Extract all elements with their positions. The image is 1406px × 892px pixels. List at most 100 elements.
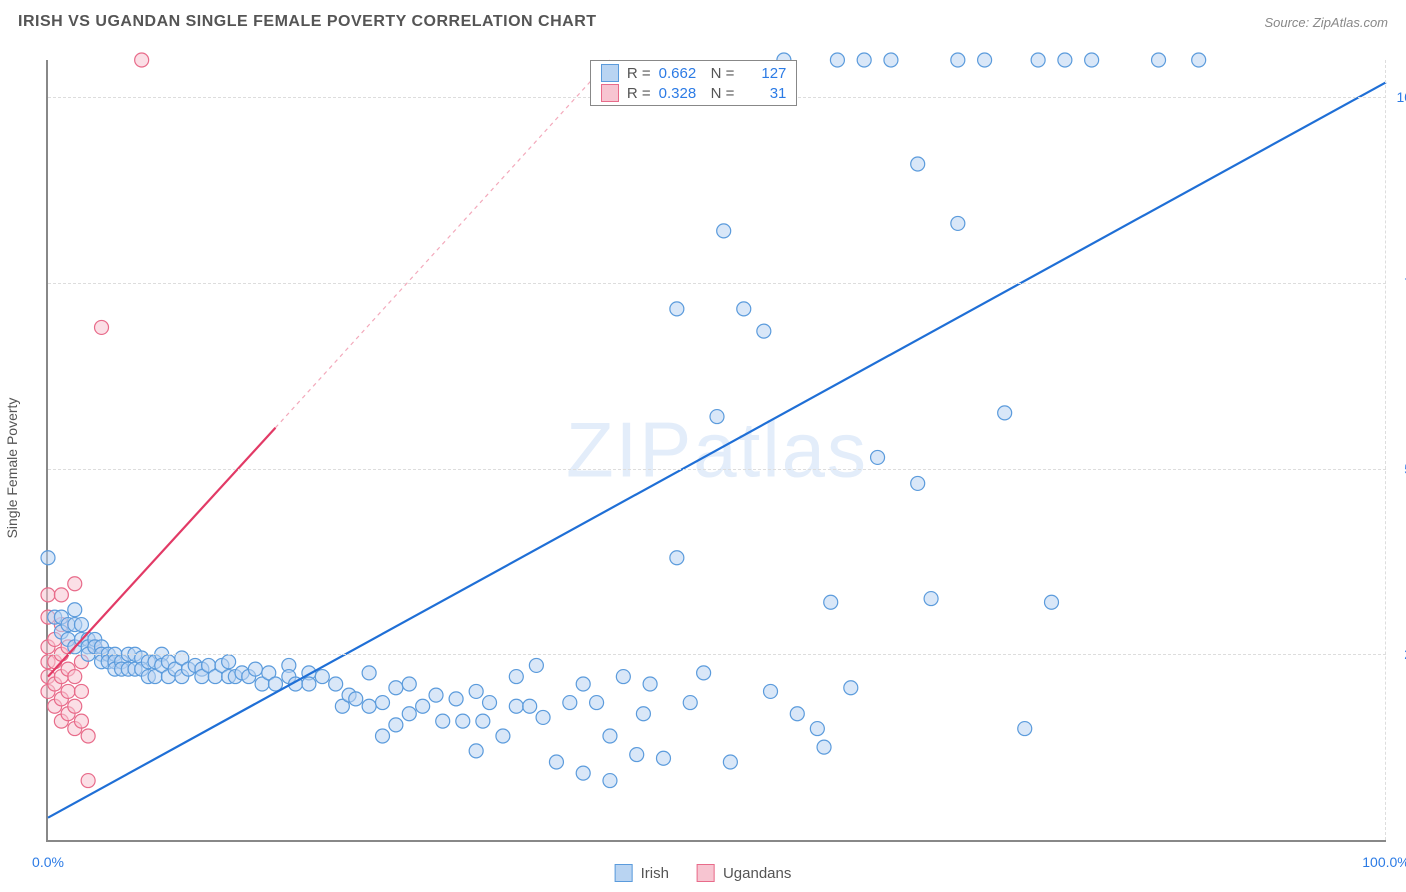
- irish-point: [817, 740, 831, 754]
- irish-point: [603, 774, 617, 788]
- irish-point: [1152, 53, 1166, 67]
- irish-point: [376, 729, 390, 743]
- irish-point: [563, 696, 577, 710]
- irish-point: [1058, 53, 1072, 67]
- ugandans-trend-dash: [275, 60, 610, 428]
- ugandans-point: [61, 684, 75, 698]
- irish-point: [456, 714, 470, 728]
- irish-point: [951, 216, 965, 230]
- irish-point: [978, 53, 992, 67]
- irish-point: [824, 595, 838, 609]
- irish-point: [810, 722, 824, 736]
- ugandans-point: [81, 729, 95, 743]
- irish-point: [389, 718, 403, 732]
- irish-point: [402, 677, 416, 691]
- irish-point: [616, 670, 630, 684]
- stats-row: R =0.662N =127: [591, 63, 797, 83]
- irish-point: [222, 655, 236, 669]
- irish-swatch: [601, 64, 619, 82]
- legend-item-ugandans: Ugandans: [697, 864, 791, 882]
- irish-legend-swatch: [615, 864, 633, 882]
- ugandans-point: [95, 320, 109, 334]
- irish-point: [74, 618, 88, 632]
- irish-point: [871, 450, 885, 464]
- irish-point: [496, 729, 510, 743]
- irish-point: [1018, 722, 1032, 736]
- n-value: 31: [742, 85, 786, 102]
- y-tick-label: 50.0%: [1394, 461, 1406, 477]
- irish-point: [924, 592, 938, 606]
- legend-item-irish: Irish: [615, 864, 669, 882]
- irish-point: [603, 729, 617, 743]
- irish-point: [830, 53, 844, 67]
- ugandans-point: [81, 774, 95, 788]
- plot-svg: [48, 60, 1386, 840]
- irish-point: [389, 681, 403, 695]
- plot-region: ZIPatlas 25.0%50.0%75.0%100.0%0.0%100.0%…: [46, 60, 1386, 842]
- n-value: 127: [742, 65, 786, 82]
- irish-point: [302, 677, 316, 691]
- irish-point: [1031, 53, 1045, 67]
- irish-point: [469, 744, 483, 758]
- ugandans-trend: [48, 428, 275, 677]
- gridline: [48, 654, 1386, 655]
- right-grid: [1385, 60, 1386, 840]
- irish-point: [68, 603, 82, 617]
- y-tick-label: 100.0%: [1394, 89, 1406, 105]
- irish-point: [590, 696, 604, 710]
- irish-point: [1045, 595, 1059, 609]
- r-label: R =: [627, 85, 651, 102]
- irish-point: [884, 53, 898, 67]
- ugandans-point: [68, 699, 82, 713]
- irish-point: [529, 658, 543, 672]
- y-axis-label: Single Female Poverty: [4, 398, 20, 539]
- irish-point: [710, 410, 724, 424]
- ugandans-point: [41, 588, 55, 602]
- irish-point: [248, 662, 262, 676]
- n-label: N =: [711, 65, 735, 82]
- irish-point: [844, 681, 858, 695]
- irish-point: [329, 677, 343, 691]
- irish-point: [523, 699, 537, 713]
- ugandans-swatch: [601, 84, 619, 102]
- ugandans-legend-swatch: [697, 864, 715, 882]
- ugandans-point: [74, 684, 88, 698]
- n-label: N =: [711, 85, 735, 102]
- irish-point: [469, 684, 483, 698]
- x-tick-label: 100.0%: [1362, 854, 1406, 870]
- irish-point: [737, 302, 751, 316]
- legend-label: Irish: [641, 865, 669, 882]
- ugandans-point: [54, 588, 68, 602]
- y-tick-label: 25.0%: [1394, 646, 1406, 662]
- source-label: Source: ZipAtlas.com: [1264, 15, 1388, 30]
- irish-point: [717, 224, 731, 238]
- y-tick-label: 75.0%: [1394, 275, 1406, 291]
- irish-trend: [48, 82, 1386, 817]
- irish-point: [697, 666, 711, 680]
- irish-point: [509, 670, 523, 684]
- irish-point: [476, 714, 490, 728]
- irish-point: [576, 677, 590, 691]
- gridline: [48, 469, 1386, 470]
- irish-point: [576, 766, 590, 780]
- irish-point: [656, 751, 670, 765]
- irish-point: [416, 699, 430, 713]
- irish-point: [362, 666, 376, 680]
- irish-point: [549, 755, 563, 769]
- x-tick-label: 0.0%: [32, 854, 64, 870]
- irish-point: [1085, 53, 1099, 67]
- chart-area: Single Female Poverty ZIPatlas 25.0%50.0…: [0, 44, 1406, 892]
- irish-point: [911, 476, 925, 490]
- irish-point: [429, 688, 443, 702]
- irish-point: [41, 551, 55, 565]
- irish-point: [315, 670, 329, 684]
- irish-point: [723, 755, 737, 769]
- irish-point: [670, 302, 684, 316]
- irish-point: [349, 692, 363, 706]
- irish-point: [1192, 53, 1206, 67]
- irish-point: [536, 710, 550, 724]
- stats-box: R =0.662N =127R =0.328N =31: [590, 60, 798, 106]
- legend: Irish Ugandans: [615, 864, 792, 882]
- ugandans-point: [135, 53, 149, 67]
- r-label: R =: [627, 65, 651, 82]
